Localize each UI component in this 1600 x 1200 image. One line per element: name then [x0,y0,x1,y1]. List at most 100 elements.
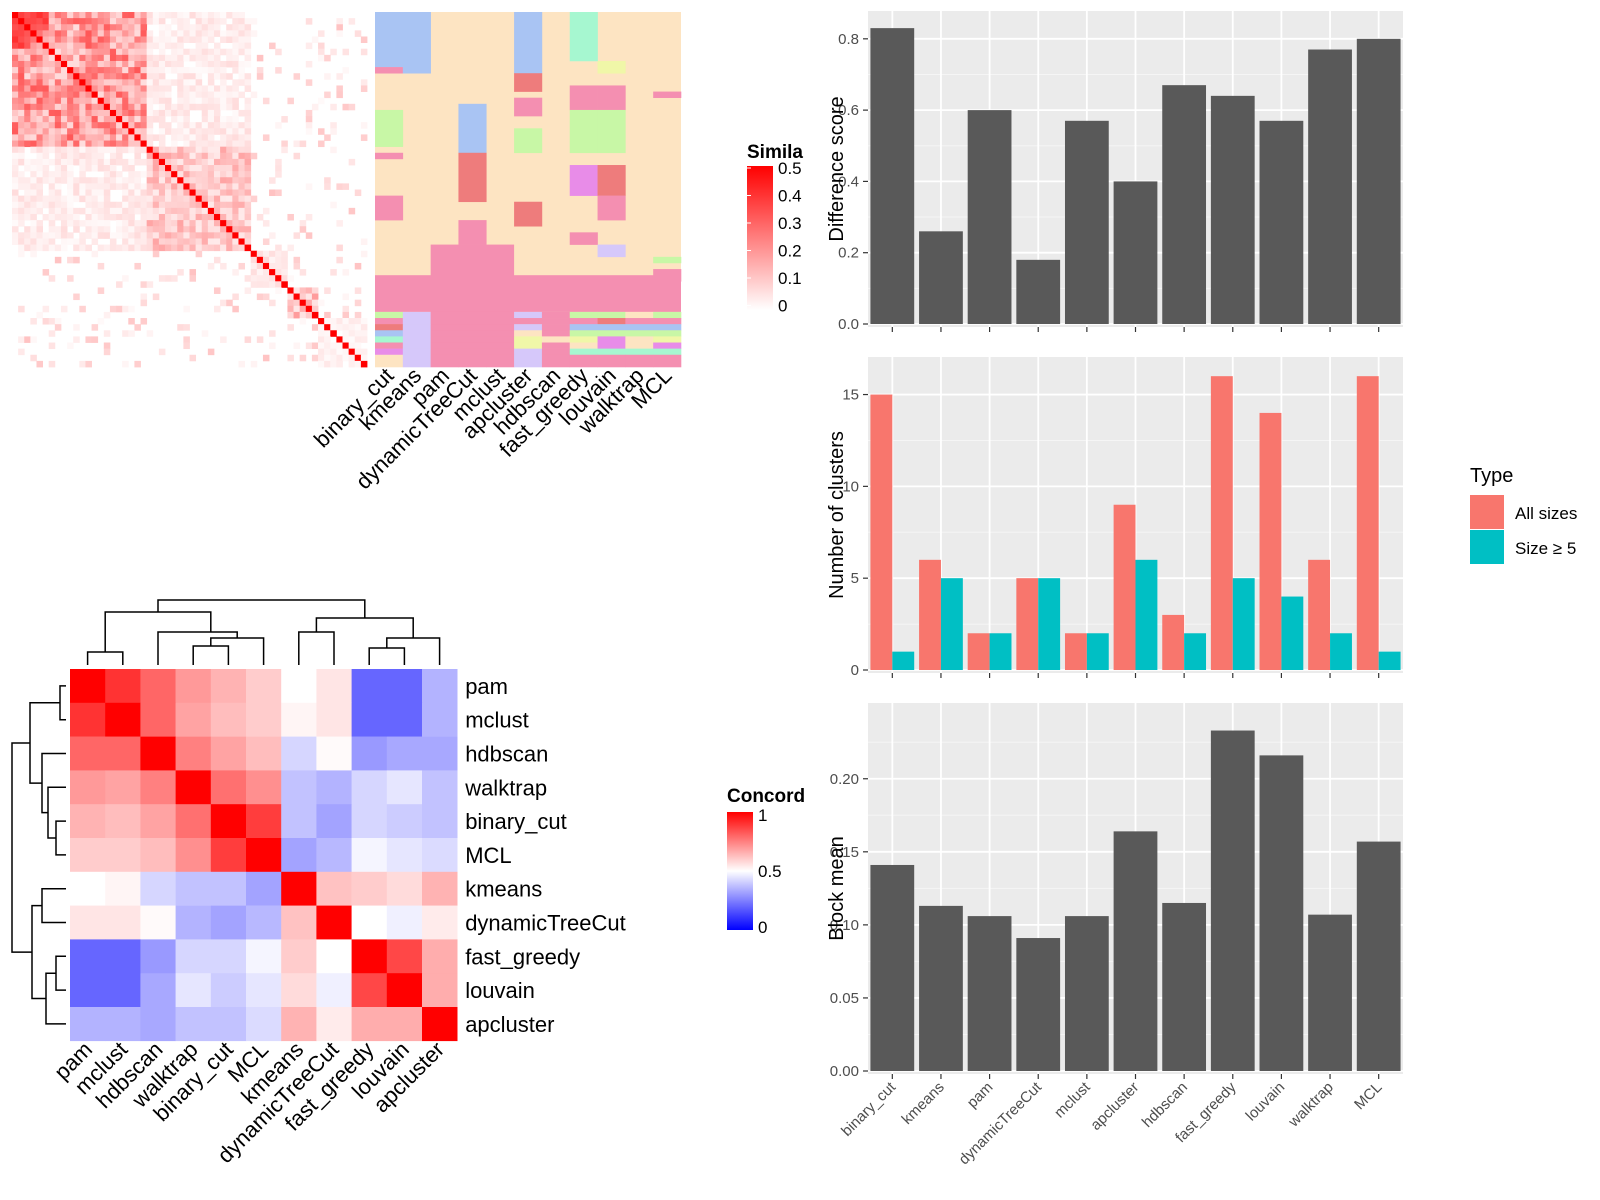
similarity-cell [201,122,209,129]
similarity-cell [183,97,190,105]
similarity-cell [189,91,197,99]
similarity-cell [60,85,68,92]
similarity-cell [189,140,197,148]
similarity-cell [146,244,154,252]
similarity-cell [109,244,117,252]
similarity-cell [140,171,148,178]
similarity-cell [189,67,197,74]
similarity-cell [165,24,172,31]
similarity-cell [183,183,190,190]
similarity-cell [318,354,325,362]
similarity-cell [275,287,282,294]
similarity-cell [109,79,117,86]
similarity-cell [67,60,74,68]
similarity-cell [220,226,227,233]
similarity-cell [134,262,141,270]
similarity-cell [311,311,319,319]
similarity-cell [195,238,203,245]
similarity-cell [60,146,68,154]
similarity-cell [54,134,62,141]
similarity-cell [311,354,319,362]
similarity-cell [30,318,37,325]
similarity-cell [73,116,80,123]
similarity-cell [305,293,313,301]
similarity-cell [116,60,123,68]
similarity-cell [54,18,62,25]
similarity-cell [232,85,239,92]
y-tick-label: 0.8 [838,31,859,48]
similarity-cell [354,30,362,37]
concordance-cell [386,770,423,805]
similarity-cell [146,330,154,337]
similarity-cell [152,250,160,258]
similarity-cell [36,158,43,166]
similarity-cell [195,128,203,135]
bar [870,394,893,670]
similarity-cell [281,146,288,154]
similarity-cell [189,152,197,160]
cluster-segment [514,324,543,331]
similarity-cell [256,262,264,270]
similarity-cell [330,128,337,135]
similarity-cell [275,171,282,178]
similarity-cell [73,238,80,245]
similarity-cell [201,189,209,197]
similarity-cell [189,165,197,172]
similarity-cell [238,30,245,37]
similarity-cell [85,183,92,190]
similarity-cell [122,109,129,117]
similarity-cell [97,213,105,221]
similarity-cell [171,238,178,245]
similarity-cell [287,275,294,282]
similarity-cell [177,220,184,227]
similarity-cell [165,195,172,203]
similarity-cell [299,287,307,294]
similarity-cell [97,207,105,215]
similarity-cell [171,152,178,160]
similarity-cell [287,354,294,362]
similarity-cell [24,103,31,111]
similarity-cell [140,18,148,25]
similarity-cell [152,226,160,233]
similarity-cell [318,330,325,337]
similarity-cell [24,42,31,50]
similarity-cell [269,256,276,264]
similarity-cell [232,152,239,160]
similarity-cell [67,24,74,31]
similarity-colorbar [747,166,773,310]
similarity-cell [85,152,92,160]
cluster-segment [402,324,431,331]
similarity-cell [220,67,227,74]
concordance-cell [246,804,282,839]
similarity-cell [103,73,111,80]
similarity-cell [42,103,50,111]
similarity-cell [97,262,105,270]
similarity-cell [103,12,111,19]
similarity-cell [275,275,282,282]
concordance-legend-title: Concord [727,786,805,807]
similarity-cell [48,116,56,123]
similarity-cell [122,275,129,282]
similarity-cell [146,67,154,74]
similarity-cell [269,177,276,184]
similarity-cell [116,54,123,62]
cluster-segment [514,348,543,356]
similarity-cell [128,128,135,135]
similarity-cell [299,226,307,233]
cluster-segment [458,354,487,368]
similarity-cell [305,213,313,221]
similarity-cell [220,189,227,197]
similarity-cell [85,177,92,184]
similarity-cell [79,103,86,111]
similarity-cell [128,116,135,123]
similarity-cell [287,324,294,331]
similarity-cell [244,116,252,123]
similarity-cell [97,85,105,92]
similarity-cell [18,152,25,160]
similarity-cell [183,54,190,62]
similarity-cell [91,48,99,56]
similarity-cell [85,165,92,172]
similarity-cell [48,12,56,19]
similarity-cell [165,171,172,178]
similarity-cell [116,128,123,135]
